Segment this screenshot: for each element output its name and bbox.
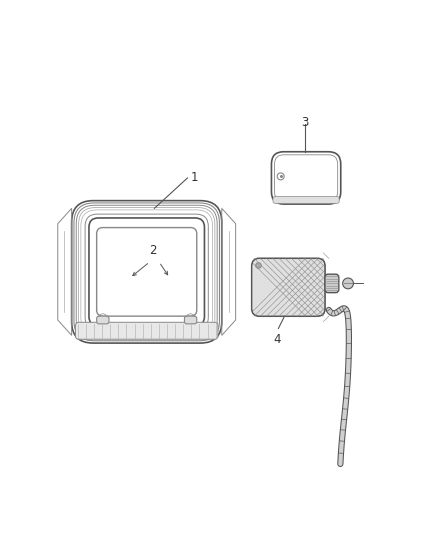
Text: 2: 2 — [149, 244, 157, 257]
FancyBboxPatch shape — [97, 228, 197, 316]
FancyBboxPatch shape — [75, 322, 218, 339]
FancyBboxPatch shape — [272, 152, 341, 204]
FancyBboxPatch shape — [253, 260, 323, 314]
Text: 4: 4 — [273, 333, 281, 346]
FancyBboxPatch shape — [325, 274, 339, 293]
Circle shape — [343, 278, 353, 289]
Text: 3: 3 — [301, 116, 308, 128]
FancyBboxPatch shape — [184, 316, 197, 324]
Text: 1: 1 — [191, 172, 198, 184]
FancyBboxPatch shape — [97, 316, 109, 324]
FancyBboxPatch shape — [253, 259, 324, 316]
FancyBboxPatch shape — [273, 196, 339, 203]
